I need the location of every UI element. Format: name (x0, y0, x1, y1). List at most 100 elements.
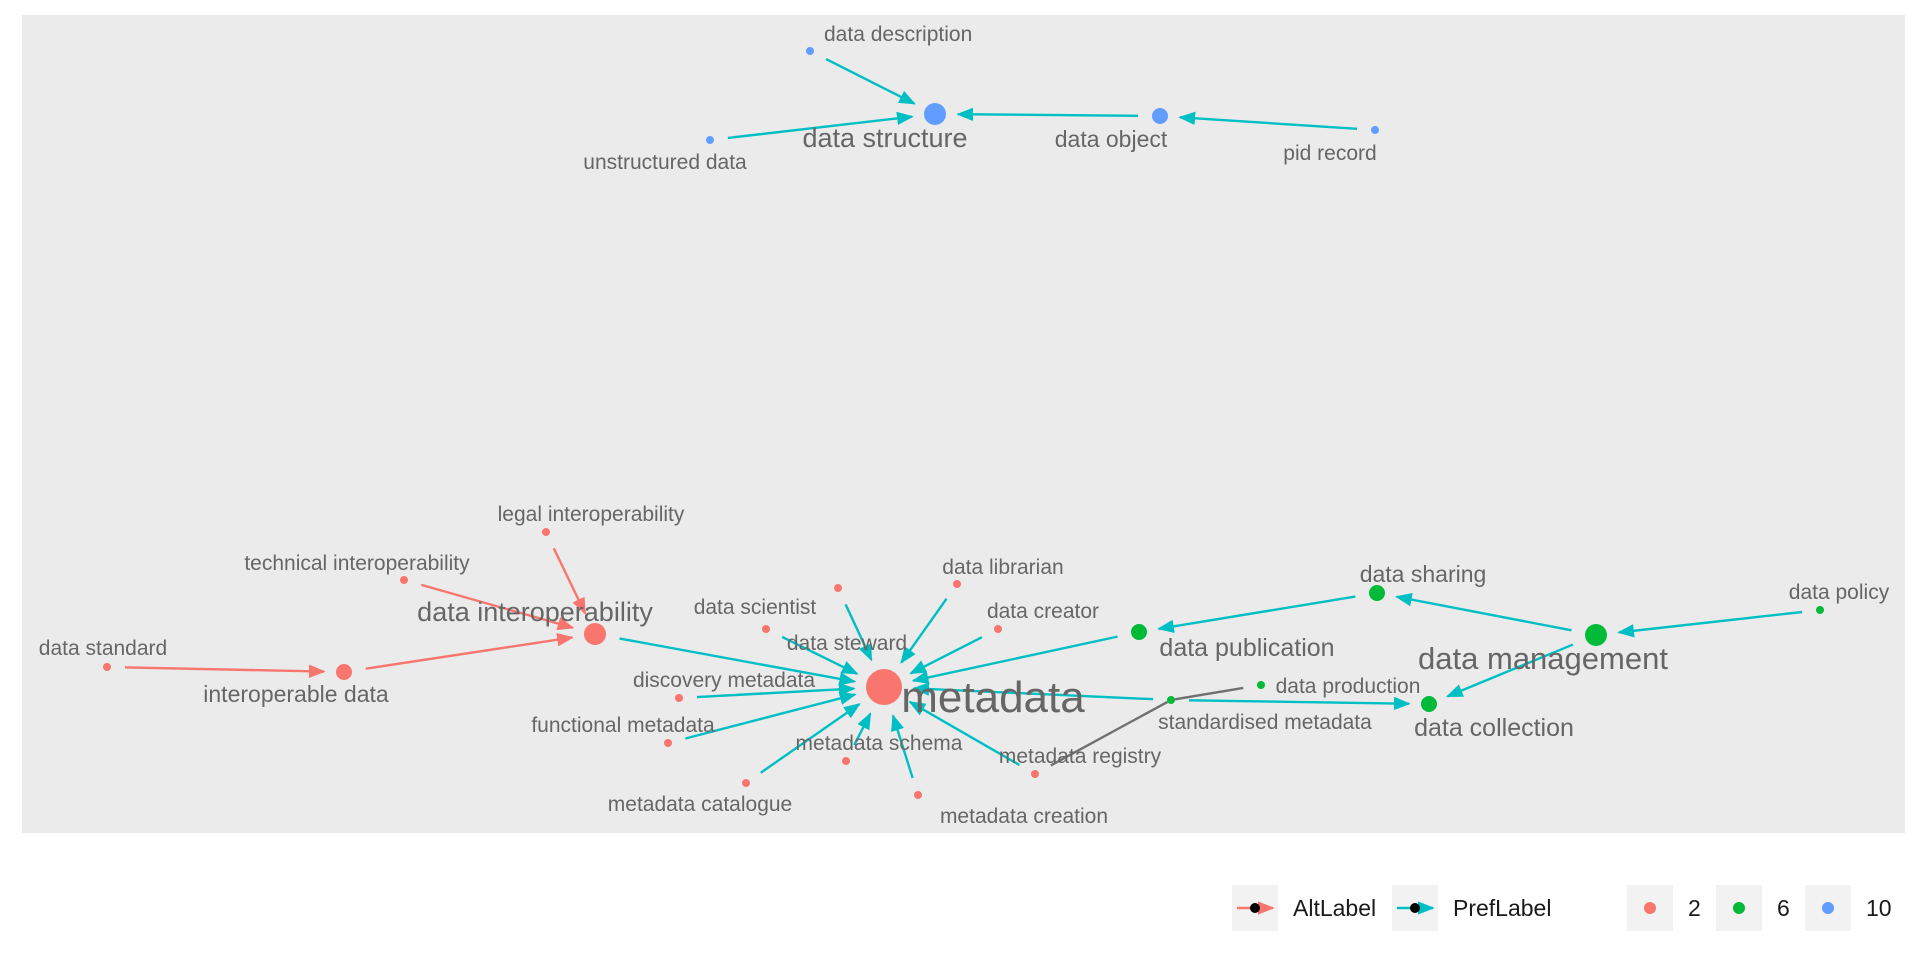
edge-metadata_catalogue-to-metadata (760, 703, 861, 774)
plot-panel (22, 15, 1905, 833)
edge-data_production-to-standardised_metadata (1174, 686, 1244, 701)
edge-technical_interoperability-to-data_interoperability (420, 583, 575, 631)
node-standardised_metadata[interactable] (1167, 696, 1175, 704)
label-data_librarian: data librarian (942, 556, 1063, 579)
legend-key-preflabel: PrefLabel (1392, 885, 1551, 931)
legend-label-preflabel: PrefLabel (1453, 895, 1551, 921)
node-functional_metadata[interactable] (664, 739, 672, 747)
legend-group-10: 10 (1805, 885, 1892, 931)
node-unstructured_data[interactable] (706, 136, 714, 144)
legend: AltLabel PrefLabel 2 6 10 (1232, 885, 1892, 931)
label-legal_interoperability: legal interoperability (498, 503, 685, 526)
node-data_creator[interactable] (994, 625, 1002, 633)
label-data_policy: data policy (1789, 581, 1890, 604)
edge-data_steward-to-metadata (844, 603, 873, 662)
edge-data_policy-to-data_management (1617, 610, 1803, 638)
node-data_collection[interactable] (1421, 696, 1437, 712)
legend-key-altlabel: AltLabel (1232, 885, 1376, 931)
node-data_sharing[interactable] (1369, 585, 1385, 601)
label-metadata_creation: metadata creation (940, 805, 1108, 828)
label-data_description: data description (824, 23, 972, 46)
node-data_management[interactable] (1585, 624, 1607, 646)
edge-standardised_metadata-to-metadata (912, 682, 1154, 701)
node-data_structure[interactable] (924, 103, 946, 125)
legend-group-6: 6 (1716, 885, 1790, 931)
label-unstructured_data: unstructured data (583, 151, 747, 174)
edge-legal_interoperability-to-data_interoperability (552, 547, 587, 615)
edge-standardised_metadata-to-data_collection (1188, 696, 1411, 711)
edge-pid_record-to-data_object (1178, 111, 1358, 131)
label-technical_interoperability: technical interoperability (244, 552, 470, 575)
label-data_creator: data creator (987, 600, 1099, 623)
label-metadata_catalogue: metadata catalogue (608, 793, 792, 816)
edge-metadata_registry-to-metadata (908, 700, 1021, 767)
edge-data_publication-to-metadata (911, 635, 1118, 685)
label-data_sharing: data sharing (1360, 561, 1487, 587)
node-metadata_creation[interactable] (914, 791, 922, 799)
legend-group-label-6: 6 (1777, 895, 1790, 921)
node-pid_record[interactable] (1371, 126, 1379, 134)
label-data_steward: data steward (787, 632, 907, 655)
label-metadata_schema: metadata schema (796, 732, 963, 755)
node-data_steward[interactable] (834, 584, 842, 592)
edge-data_description-to-data_structure (825, 58, 916, 105)
edge-data_standard-to-interoperable_data (124, 664, 326, 678)
node-data_scientist[interactable] (762, 625, 770, 633)
label-data_scientist: data scientist (694, 596, 817, 619)
label-data_management: data management (1418, 641, 1668, 676)
edge-metadata_schema-to-metadata (853, 712, 872, 746)
node-legal_interoperability[interactable] (542, 528, 550, 536)
node-metadata_catalogue[interactable] (742, 779, 750, 787)
legend-group-label-2: 2 (1688, 895, 1701, 921)
edge-data_object-to-data_structure (956, 107, 1139, 122)
node-technical_interoperability[interactable] (400, 576, 408, 584)
legend-label-altlabel: AltLabel (1293, 895, 1376, 921)
node-data_production[interactable] (1257, 681, 1265, 689)
edge-data_management-to-data_sharing (1394, 593, 1572, 632)
edge-data_creator-to-metadata (909, 636, 983, 675)
node-data_standard[interactable] (103, 663, 111, 671)
label-data_object: data object (1055, 126, 1168, 152)
label-data_collection: data collection (1414, 714, 1574, 742)
edge-metadata_creation-to-metadata (891, 714, 914, 779)
node-data_description[interactable] (806, 47, 814, 55)
node-data_publication[interactable] (1131, 624, 1147, 640)
label-data_structure: data structure (802, 123, 967, 153)
node-metadata[interactable] (866, 669, 902, 705)
label-discovery_metadata: discovery metadata (633, 669, 815, 692)
label-interoperable_data: interoperable data (203, 681, 389, 707)
edge-data_management-to-data_collection (1445, 643, 1574, 698)
edge-data_sharing-to-data_publication (1157, 595, 1356, 633)
node-data_librarian[interactable] (953, 580, 961, 588)
edge-unstructured_data-to-data_structure (727, 111, 914, 140)
label-data_publication: data publication (1159, 634, 1334, 662)
edge-data_librarian-to-metadata (900, 597, 948, 664)
node-discovery_metadata[interactable] (675, 694, 683, 702)
node-metadata_registry[interactable] (1031, 770, 1039, 778)
label-pid_record: pid record (1283, 142, 1376, 165)
label-data_interoperability: data interoperability (417, 597, 653, 627)
edge-data_scientist-to-metadata (781, 635, 859, 675)
label-standardised_metadata: standardised metadata (1158, 711, 1372, 734)
labels-layer: data structure data description unstructur… (39, 23, 1890, 828)
label-data_production: data production (1276, 675, 1421, 698)
node-data_interoperability[interactable] (584, 623, 606, 645)
legend-group-label-10: 10 (1866, 895, 1892, 921)
legend-group-2: 2 (1627, 885, 1701, 931)
label-metadata_registry: metadata registry (999, 745, 1162, 768)
node-metadata_schema[interactable] (842, 757, 850, 765)
node-data_object[interactable] (1152, 108, 1168, 124)
edge-functional_metadata-to-metadata (685, 691, 857, 740)
edge-interoperable_data-to-data_interoperability (365, 633, 574, 670)
node-interoperable_data[interactable] (336, 664, 352, 680)
nodes-layer (103, 47, 1824, 799)
edge-data_interoperability-to-metadata (619, 637, 857, 686)
node-data_policy[interactable] (1816, 606, 1824, 614)
edge-discovery_metadata-to-metadata (696, 682, 856, 699)
edges-layer (124, 58, 1803, 779)
label-functional_metadata: functional metadata (531, 714, 715, 737)
edge-metadata_registry-to-standardised_metadata (1050, 700, 1169, 767)
label-metadata: metadata (901, 673, 1085, 722)
label-data_standard: data standard (39, 637, 167, 660)
